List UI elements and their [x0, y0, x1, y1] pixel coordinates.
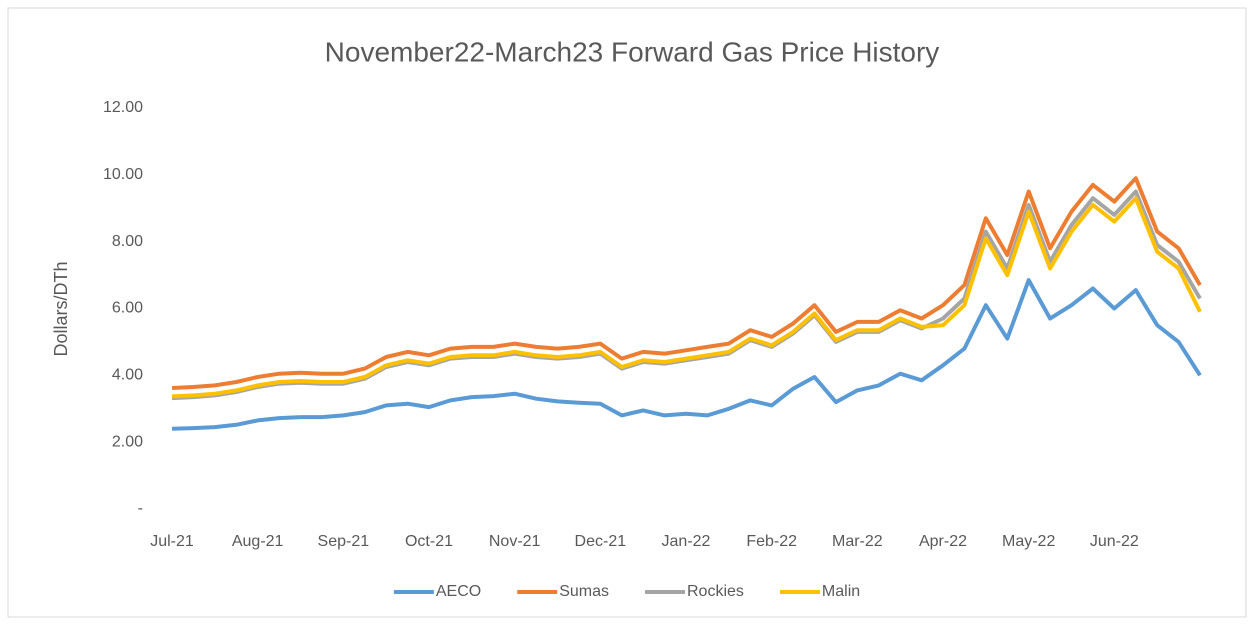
legend-label: Rockies: [687, 583, 744, 600]
x-tick-label: Apr-22: [919, 533, 967, 550]
y-axis-label: Dollars/DTh: [51, 261, 71, 356]
y-tick-label: -: [138, 500, 143, 517]
x-tick-label: Dec-21: [575, 533, 627, 550]
legend-label: Malin: [822, 583, 860, 600]
series-line: [171, 176, 1202, 390]
x-tick-label: Sep-21: [318, 533, 370, 550]
y-tick-label: 12.00: [103, 99, 143, 116]
y-tick-label: 8.00: [112, 233, 143, 250]
chart-title: November22-March23 Forward Gas Price His…: [325, 36, 940, 67]
x-tick-label: Mar-22: [832, 533, 883, 550]
series-line: [171, 278, 1202, 431]
x-tick-label: Feb-22: [746, 533, 797, 550]
legend-label: AECO: [436, 583, 481, 600]
y-tick-label: 2.00: [112, 433, 143, 450]
legend-label: Sumas: [559, 583, 609, 600]
x-tick-label: Jun-22: [1090, 533, 1139, 550]
series-line: [171, 196, 1202, 399]
x-tick-label: Aug-21: [232, 533, 284, 550]
x-tick-label: Nov-21: [489, 533, 541, 550]
x-tick-label: May-22: [1002, 533, 1055, 550]
y-tick-label: 6.00: [112, 300, 143, 317]
x-tick-label: Oct-21: [405, 533, 453, 550]
x-tick-label: Jul-21: [150, 533, 194, 550]
x-tick-label: Jan-22: [662, 533, 711, 550]
y-tick-label: 4.00: [112, 367, 143, 384]
chart-frame: [7, 7, 1247, 618]
y-tick-label: 10.00: [103, 166, 143, 183]
